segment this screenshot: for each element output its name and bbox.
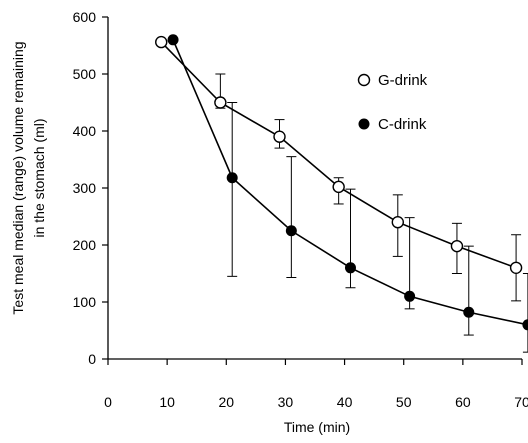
series-g-drink: [155, 35, 523, 302]
data-point-g-drink: [450, 239, 464, 253]
legend-marker-c-drink: [358, 118, 370, 130]
y-axis-ticks: 0 100 200 300 400 500 600: [73, 9, 108, 367]
data-point-g-drink: [332, 180, 345, 194]
series-layer: [155, 34, 528, 353]
x-tick-label: 50: [396, 394, 412, 410]
y-tick-label: 500: [73, 66, 97, 82]
data-point-g-drink: [155, 35, 168, 49]
x-tick-label: 0: [104, 394, 112, 410]
y-axis-title: Test meal median (range) volume remainin…: [10, 41, 47, 314]
data-point-g-drink: [214, 96, 227, 109]
y-tick-label: 300: [73, 180, 97, 196]
x-tick-label: 40: [337, 394, 353, 410]
x-tick-label: 70: [514, 394, 528, 410]
error-bar-c-drink: [463, 245, 474, 336]
data-point-c-drink: [522, 319, 528, 331]
legend-label-g-drink: G-drink: [378, 72, 428, 89]
data-point-c-drink: [463, 306, 475, 318]
x-tick-label: 30: [278, 394, 294, 410]
y-axis-title-line-2: in the stomach (ml): [31, 118, 47, 237]
error-bar-c-drink: [227, 102, 238, 277]
series-line-g-drink: [160, 41, 517, 269]
x-tick-label: 20: [218, 394, 234, 410]
axes: [107, 17, 522, 360]
data-point-c-drink: [285, 225, 297, 237]
y-tick-label: 400: [73, 123, 97, 139]
legend: G-drink C-drink: [357, 72, 428, 133]
x-tick-label: 10: [159, 394, 175, 410]
y-axis-title-line-1: Test meal median (range) volume remainin…: [10, 41, 26, 314]
data-point-g-drink: [273, 130, 286, 143]
legend-label-c-drink: C-drink: [378, 116, 427, 133]
data-point-c-drink: [167, 34, 179, 46]
y-tick-label: 100: [73, 294, 97, 310]
data-point-g-drink: [391, 215, 404, 229]
y-tick-label: 600: [73, 9, 97, 25]
y-tick-label: 200: [73, 237, 97, 253]
error-bar-c-drink: [522, 273, 528, 353]
x-tick-label: 60: [455, 394, 471, 410]
y-tick-label: 0: [88, 351, 96, 367]
x-axis-ticks: 0 10 20 30 40 50 60 70: [104, 359, 528, 410]
data-point-g-drink: [509, 261, 523, 274]
x-axis-title: Time (min): [284, 419, 350, 435]
error-bar-c-drink: [286, 156, 297, 278]
legend-marker-g-drink: [357, 73, 371, 87]
data-point-c-drink: [404, 290, 416, 302]
data-point-c-drink: [226, 172, 238, 184]
data-point-c-drink: [344, 262, 356, 274]
